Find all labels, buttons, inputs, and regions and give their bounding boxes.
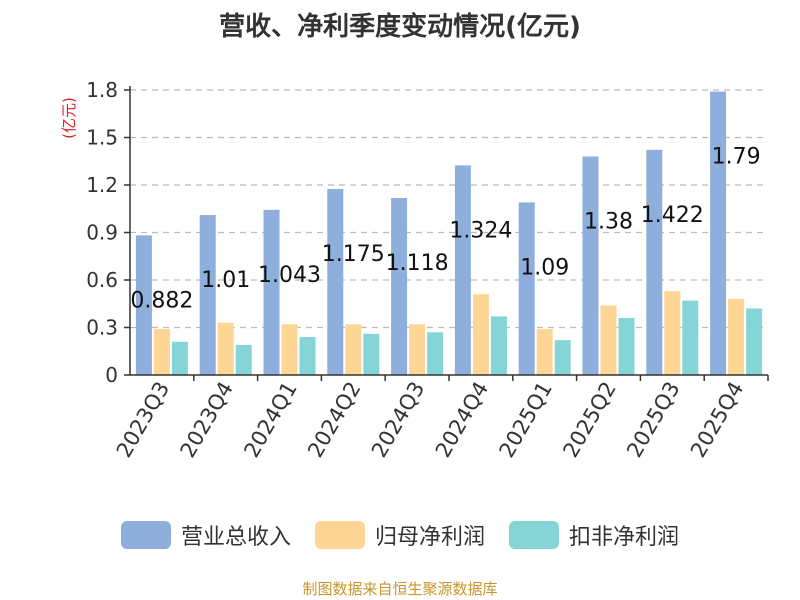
data-label-2025Q3: 1.422	[641, 203, 704, 228]
ytick-label-4: 1.2	[86, 173, 118, 197]
bar-2025Q4-series-2	[746, 308, 763, 375]
bar-2025Q2-series-1	[600, 305, 617, 375]
xtick-label-2024Q1: 2024Q1	[239, 378, 301, 462]
bar-2025Q3-series-0	[646, 149, 663, 375]
bar-2023Q3-series-0	[135, 235, 152, 375]
bar-2024Q2-series-0	[327, 188, 344, 375]
bar-2024Q4-series-1	[472, 294, 489, 375]
bar-2024Q2-series-2	[363, 333, 380, 375]
ytick-label-5: 1.5	[86, 126, 118, 150]
bar-2024Q2-series-1	[345, 324, 362, 375]
data-label-2024Q1: 1.043	[258, 263, 321, 288]
bar-2023Q4-series-1	[217, 322, 234, 375]
xtick-label-2025Q4: 2025Q4	[686, 378, 748, 462]
legend-item-net-profit[interactable]: 归母净利润	[314, 519, 485, 551]
bar-2025Q1-series-2	[554, 340, 571, 375]
bar-2024Q4-series-0	[454, 165, 471, 375]
xtick-label-2024Q3: 2024Q3	[367, 378, 429, 462]
legend-swatch-deducted-profit	[509, 521, 559, 549]
bar-2023Q4-series-2	[235, 344, 252, 375]
data-label-2024Q3: 1.118	[386, 251, 449, 276]
xtick-label-2025Q1: 2025Q1	[495, 378, 557, 462]
bars	[135, 91, 763, 375]
xtick-label-2024Q2: 2024Q2	[303, 378, 365, 462]
data-label-2025Q2: 1.38	[584, 210, 633, 235]
data-label-2023Q3: 0.882	[130, 288, 193, 313]
legend-label-revenue: 营业总收入	[180, 525, 291, 550]
bar-2024Q3-series-1	[409, 324, 426, 375]
legend-item-deducted-profit[interactable]: 扣非净利润	[509, 519, 679, 551]
xtick-label-2024Q4: 2024Q4	[431, 378, 493, 462]
data-label-2025Q1: 1.09	[520, 255, 569, 280]
bar-2023Q3-series-2	[171, 341, 188, 375]
data-label-2025Q4: 1.79	[712, 145, 761, 170]
legend-swatch-net-profit	[314, 521, 365, 549]
bar-2024Q4-series-2	[490, 316, 507, 375]
xtick-label-2025Q2: 2025Q2	[558, 378, 620, 462]
ytick-label-0: 0	[105, 363, 118, 387]
ytick-label-2: 0.6	[86, 268, 118, 292]
bar-2025Q3-series-1	[664, 291, 681, 375]
bar-2025Q2-series-2	[618, 318, 635, 375]
xtick-label-2025Q3: 2025Q3	[622, 378, 684, 462]
bar-2024Q1-series-1	[281, 324, 298, 375]
bar-2025Q1-series-1	[536, 329, 553, 375]
legend-swatch-revenue	[120, 521, 171, 549]
ytick-label-1: 0.3	[86, 316, 118, 340]
bar-2024Q1-series-0	[263, 209, 280, 375]
bar-2023Q3-series-1	[153, 329, 170, 375]
xtick-label-2023Q3: 2023Q3	[112, 378, 174, 462]
legend: 营业总收入 归母净利润 扣非净利润	[0, 518, 800, 552]
bar-2024Q1-series-2	[299, 337, 316, 375]
bar-2025Q4-series-1	[728, 299, 745, 375]
data-source-note: 制图数据来自恒生聚源数据库	[302, 580, 498, 598]
xtick-label-2023Q4: 2023Q4	[176, 378, 238, 462]
legend-item-revenue[interactable]: 营业总收入	[120, 519, 291, 551]
data-label-2024Q4: 1.324	[449, 218, 512, 243]
y-axis-unit-label: (亿元)	[60, 97, 78, 139]
legend-label-deducted-profit: 扣非净利润	[569, 525, 680, 550]
bar-2023Q4-series-0	[199, 215, 216, 375]
ytick-label-3: 0.9	[86, 221, 118, 245]
chart-title: 营收、净利季度变动情况(亿元)	[219, 12, 581, 42]
bar-2025Q2-series-0	[582, 156, 599, 375]
bar-2024Q3-series-0	[391, 197, 408, 375]
bar-2025Q1-series-0	[518, 202, 535, 375]
data-label-2023Q4: 1.01	[201, 268, 250, 293]
ytick-label-6: 1.8	[86, 78, 118, 102]
bar-2025Q4-series-0	[710, 91, 727, 375]
bar-2024Q3-series-2	[427, 332, 444, 375]
data-label-2024Q2: 1.175	[322, 242, 385, 267]
legend-label-net-profit: 归母净利润	[374, 525, 485, 550]
bar-2025Q3-series-2	[682, 300, 699, 375]
